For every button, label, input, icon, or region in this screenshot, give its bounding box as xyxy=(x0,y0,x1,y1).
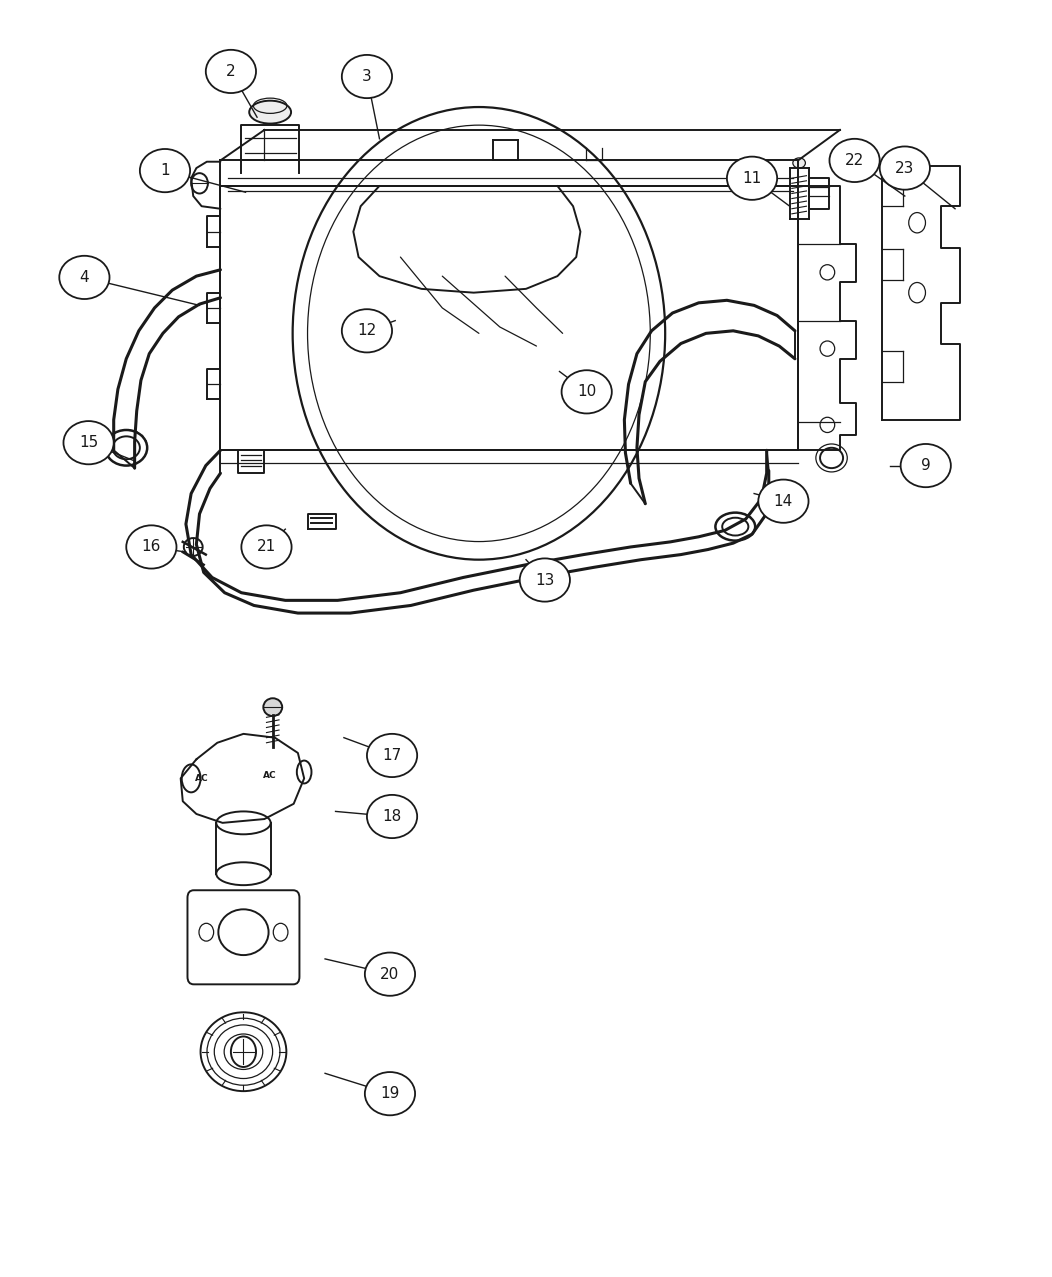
Ellipse shape xyxy=(727,157,777,200)
Ellipse shape xyxy=(367,734,418,778)
Ellipse shape xyxy=(206,50,256,93)
Ellipse shape xyxy=(59,255,109,299)
Text: 10: 10 xyxy=(578,384,596,400)
Text: 16: 16 xyxy=(142,539,161,554)
Text: 1: 1 xyxy=(160,163,169,178)
Ellipse shape xyxy=(829,139,879,183)
Ellipse shape xyxy=(217,811,270,834)
Ellipse shape xyxy=(367,794,418,838)
Text: 4: 4 xyxy=(80,269,89,285)
Ellipse shape xyxy=(901,444,951,488)
Text: 23: 23 xyxy=(895,161,914,175)
Ellipse shape xyxy=(219,909,268,955)
Text: 22: 22 xyxy=(845,153,864,169)
Ellipse shape xyxy=(342,55,392,98)
Ellipse shape xyxy=(793,158,806,169)
Text: AC: AC xyxy=(263,771,277,780)
Text: 19: 19 xyxy=(380,1087,400,1101)
Text: 3: 3 xyxy=(362,69,371,84)
Text: 14: 14 xyxy=(774,494,793,508)
Ellipse shape xyxy=(562,370,612,414)
Ellipse shape xyxy=(758,480,809,522)
Ellipse shape xyxy=(365,953,416,996)
Text: 17: 17 xyxy=(383,748,402,762)
Text: 18: 18 xyxy=(383,810,402,824)
Ellipse shape xyxy=(879,147,930,190)
Ellipse shape xyxy=(140,149,190,193)
Ellipse shape xyxy=(63,421,114,465)
Text: 2: 2 xyxy=(226,64,236,79)
Text: AC: AC xyxy=(195,774,208,783)
Ellipse shape xyxy=(365,1073,416,1115)
Text: 20: 20 xyxy=(381,967,400,982)
Text: 12: 12 xyxy=(358,323,377,338)
Ellipse shape xyxy=(520,558,570,601)
FancyBboxPatch shape xyxy=(187,890,300,985)
Ellipse shape xyxy=(217,862,270,885)
Ellipse shape xyxy=(342,309,392,352)
Text: 13: 13 xyxy=(535,572,554,587)
Text: 11: 11 xyxy=(743,171,762,185)
Ellipse shape xyxy=(241,525,291,568)
Ellipse shape xyxy=(126,525,177,568)
Ellipse shape xyxy=(263,699,282,716)
Text: 15: 15 xyxy=(79,435,98,451)
Ellipse shape xyxy=(249,101,291,124)
Text: 9: 9 xyxy=(920,458,931,472)
Text: 21: 21 xyxy=(257,539,276,554)
